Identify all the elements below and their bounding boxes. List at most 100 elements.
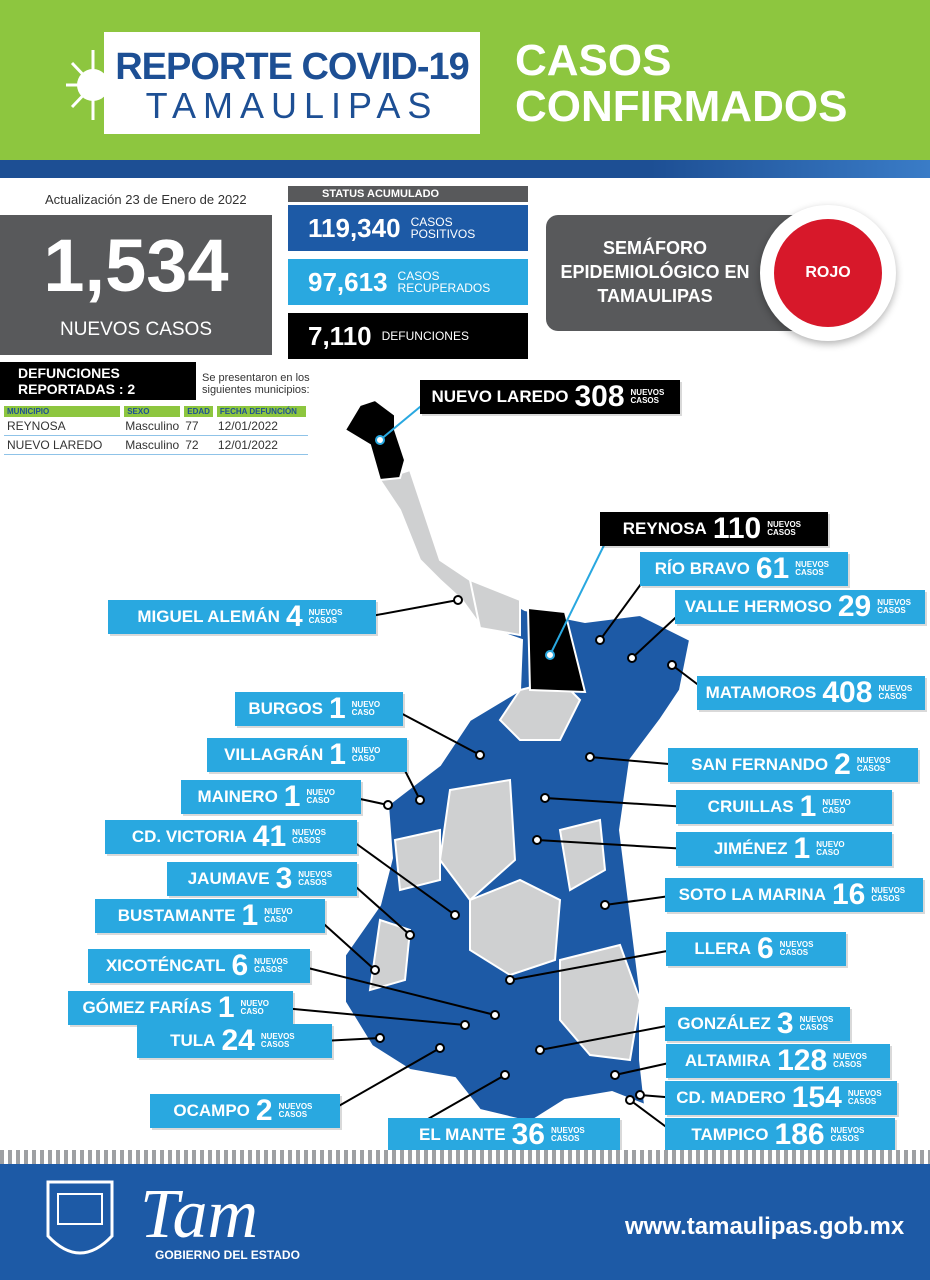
municipality-count: 6 [756, 932, 774, 965]
reynosa-region [526, 606, 587, 694]
municipality-name: RÍO BRAVO [654, 559, 750, 578]
table-cell: Masculino [125, 438, 180, 452]
footer-dots [0, 1150, 930, 1164]
semaforo-label: SEMÁFORO EPIDEMIOLÓGICO EN TAMAULIPAS [560, 238, 750, 306]
municipality-count: 1 [799, 790, 817, 823]
municipality-count: 61 [755, 552, 790, 585]
table-cell: 72 [185, 438, 199, 452]
leader-line [299, 965, 496, 1016]
municipality-count: 1 [217, 991, 235, 1024]
municipality-label: REYNOSA 110 NUEVOS CASOS [600, 512, 828, 546]
leader-line [589, 756, 681, 766]
municipality-label: XICOTÉNCATL 6 NUEVOS CASOS [88, 949, 310, 983]
municipality-count: 154 [791, 1081, 842, 1114]
municipality-name: REYNOSA [622, 519, 707, 538]
semaforo-status: ROJO [774, 219, 882, 327]
municipality-label: OCAMPO 2 NUEVOS CASOS [150, 1094, 340, 1128]
leader-dot [500, 1070, 510, 1080]
municipality-name: JAUMAVE [187, 869, 270, 888]
municipality-name: XICOTÉNCATL [105, 956, 226, 975]
municipality-count: 408 [822, 676, 873, 709]
municipality-unit: NUEVO CASO [351, 746, 381, 763]
leader-dot [450, 910, 460, 920]
title-box: REPORTE COVID-19 TAMAULIPAS [104, 32, 480, 134]
leader-line [549, 528, 613, 656]
table-cell: NUEVO LAREDO [7, 438, 103, 452]
municipality-unit: NUEVOS CASOS [260, 1032, 295, 1049]
municipality-label: GÓMEZ FARÍAS 1 NUEVO CASO [68, 991, 293, 1025]
column-header: EDAD [182, 406, 217, 417]
leader-dot [475, 750, 485, 760]
municipality-label: EL MANTE 36 NUEVOS CASOS [388, 1118, 620, 1152]
section-line: CONFIRMADOS [515, 82, 848, 131]
municipality-label: MIGUEL ALEMÁN 4 NUEVOS CASOS [108, 600, 376, 634]
municipality-label: TULA 24 NUEVOS CASOS [137, 1024, 332, 1058]
municipality-name: OCAMPO [173, 1101, 250, 1120]
status-value: 97,613 [308, 266, 388, 297]
municipality-name: ALTAMIRA [684, 1051, 772, 1070]
column-header: FECHA DEFUNCIÓN [214, 406, 311, 417]
status-value: 7,110 [308, 320, 372, 351]
municipality-count: 29 [837, 590, 872, 623]
municipality-label: BUSTAMANTE 1 NUEVO CASO [95, 899, 325, 933]
leader-line [536, 839, 689, 850]
leader-dot [460, 1020, 470, 1030]
municipality-unit: NUEVO CASO [240, 999, 269, 1016]
municipality-count: 3 [275, 862, 293, 895]
municipality-unit: NUEVOS CASOS [298, 870, 333, 887]
municipality-count: 186 [774, 1118, 825, 1151]
municipality-unit: NUEVOS CASOS [830, 1126, 865, 1143]
leader-line [509, 948, 679, 981]
coat-of-arms [46, 1180, 114, 1255]
municipality-unit: NUEVOS CASOS [877, 598, 911, 615]
municipality-count: 24 [221, 1024, 255, 1057]
municipality-name: GONZÁLEZ [677, 1014, 771, 1033]
table-cell: REYNOSA [7, 419, 66, 433]
header-stripe [0, 160, 930, 178]
municipality-name: SOTO LA MARINA [678, 885, 826, 904]
leader-dot [453, 595, 463, 605]
municipality-label: MATAMOROS 408 NUEVOS CASOS [697, 676, 925, 710]
municipality-count: 110 [712, 512, 762, 545]
municipality-unit: NUEVOS CASOS [630, 388, 665, 405]
section-line: CASOS [515, 36, 672, 85]
state-shape [344, 468, 692, 1124]
municipality-count: 1 [329, 738, 346, 771]
leader-line [282, 1007, 466, 1026]
municipality-label: BURGOS 1 NUEVO CASO [235, 692, 403, 726]
section-title: CASOS CONFIRMADOS [515, 38, 847, 130]
leader-dot [625, 1095, 635, 1105]
status-label: CASOS RECUPERADOS [397, 269, 491, 295]
leader-dot [532, 835, 542, 845]
municipality-count: 16 [831, 878, 866, 911]
municipality-name: TAMPICO [691, 1125, 769, 1144]
municipality-name: MATAMOROS [705, 683, 817, 702]
table-cell: 12/01/2022 [217, 438, 278, 452]
municipality-unit: NUEVO CASO [306, 788, 335, 805]
leader-dot [415, 795, 425, 805]
table-row: NUEVO LAREDO Masculino 72 12/01/2022 [4, 436, 308, 455]
footer [0, 1164, 930, 1280]
municipality-label: VILLAGRÁN 1 NUEVO CASO [207, 738, 407, 772]
leader-dot [535, 1045, 545, 1055]
municipality-label: RÍO BRAVO 61 NUEVOS CASOS [640, 552, 848, 586]
leader-dot [600, 900, 610, 910]
municipality-name: TULA [170, 1031, 216, 1050]
deaths-title: DEFUNCIONES REPORTADAS : 2 [0, 362, 196, 400]
municipality-label: SOTO LA MARINA 16 NUEVOS CASOS [665, 878, 923, 912]
leader-dot [627, 653, 637, 663]
new-cases-box: 1,534 NUEVOS CASOS [0, 215, 272, 355]
municipality-count: 1 [283, 780, 301, 813]
municipality-label: CD. MADERO 154 NUEVOS CASOS [665, 1081, 897, 1115]
municipality-label: MAINERO 1 NUEVO CASO [181, 780, 361, 814]
municipality-label: NUEVO LAREDO 308 NUEVOS CASOS [420, 380, 680, 414]
table-cell: 77 [185, 419, 199, 433]
municipality-label: ALTAMIRA 128 NUEVOS CASOS [666, 1044, 890, 1078]
municipality-count: 128 [777, 1044, 828, 1077]
leader-line [329, 1047, 441, 1112]
leader-dot [635, 1090, 645, 1100]
municipality-unit: NUEVOS CASOS [550, 1126, 585, 1143]
municipality-unit: NUEVOS CASOS [254, 957, 288, 974]
municipality-name: VALLE HERMOSO [684, 597, 832, 616]
